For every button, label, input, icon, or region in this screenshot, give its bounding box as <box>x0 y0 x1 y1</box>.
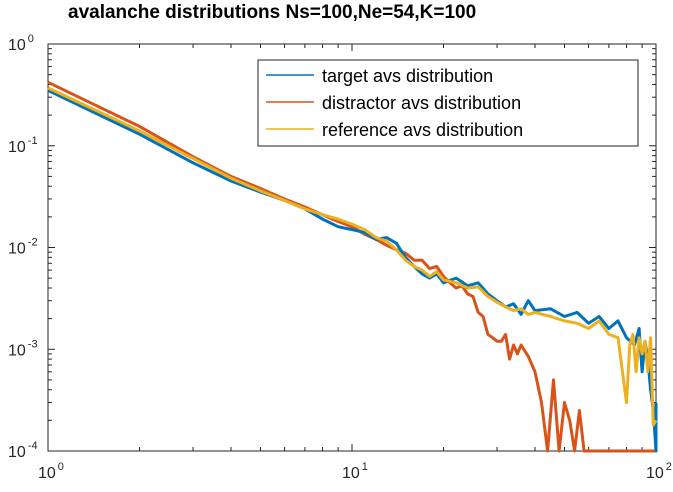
legend-box <box>257 59 639 147</box>
y-tick-label: 10 -1 <box>8 135 38 156</box>
y-tick-label: 10 -3 <box>8 338 38 359</box>
legend-label-distractor: distractor avs distribution <box>322 93 521 113</box>
legend: target avs distribution distractor avs d… <box>257 59 639 147</box>
series-lines <box>47 80 658 453</box>
axis-ticks: 10 0 10 1 10 2 10 0 10 -1 10 -2 10 -3 10 -4 <box>8 33 672 482</box>
distractor-series-line <box>47 80 655 453</box>
x-tick-label: 10 0 <box>38 461 64 482</box>
reference-series-line <box>47 86 658 427</box>
y-tick-label: 10 -4 <box>8 440 38 461</box>
chart-title: avalanche distributions Ns=100,Ne=54,K=1… <box>68 2 476 23</box>
y-tick-label: 10 -2 <box>8 237 38 258</box>
legend-label-reference: reference avs distribution <box>322 120 523 140</box>
target-series-line <box>47 89 658 453</box>
legend-label-target: target avs distribution <box>322 66 493 86</box>
x-tick-label: 10 2 <box>646 461 672 482</box>
y-tick-label: 10 0 <box>8 33 34 54</box>
x-tick-label: 10 1 <box>342 461 368 482</box>
